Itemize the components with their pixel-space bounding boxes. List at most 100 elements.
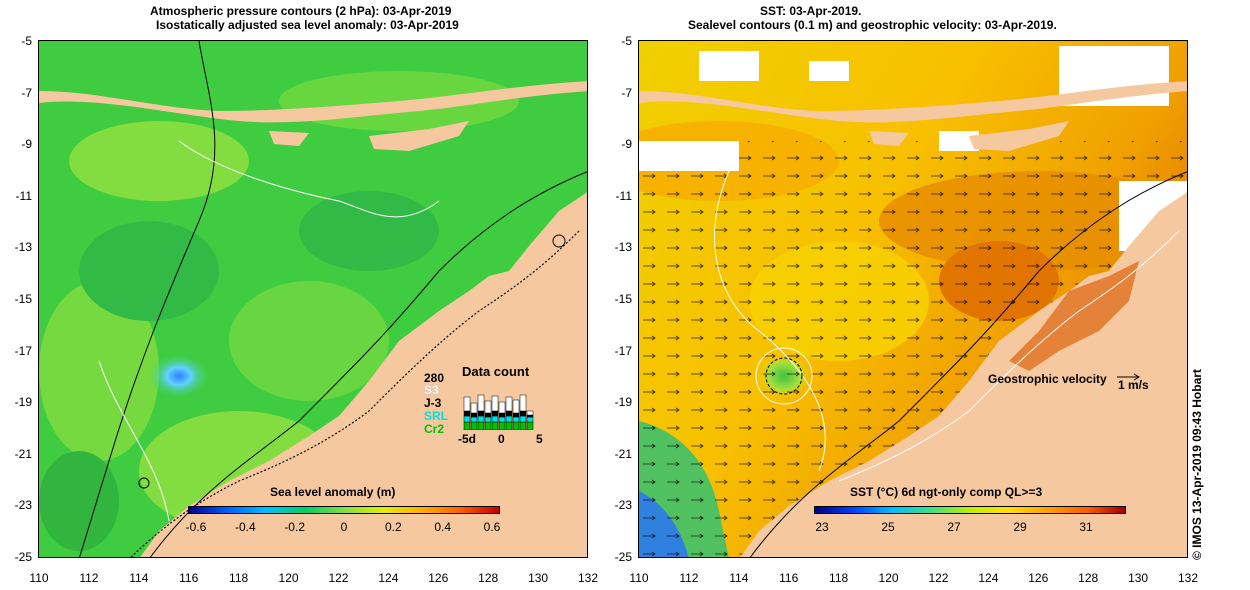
inset-bar-segment bbox=[498, 421, 506, 430]
colorbar-tick-label: -0.4 bbox=[234, 520, 256, 534]
inset-bar-segment bbox=[491, 415, 499, 423]
inset-bar-segment bbox=[470, 412, 478, 418]
x-tick-label: 122 bbox=[328, 571, 349, 585]
inset-bar-segment bbox=[484, 421, 492, 430]
australia-land bbox=[140, 192, 587, 557]
right-colorbar-title: SST (°C) 6d ngt-only comp QL>=3 bbox=[850, 485, 1043, 499]
y-tick-label: -21 bbox=[614, 446, 632, 461]
inset-xtick-end: 5 bbox=[536, 432, 543, 446]
x-tick-label: 128 bbox=[478, 571, 499, 585]
inset-count: 280 bbox=[424, 371, 445, 385]
x-tick-label: 110 bbox=[29, 571, 49, 585]
inset-mission-label: Cr2 bbox=[424, 422, 445, 436]
x-tick-label: 114 bbox=[729, 571, 749, 585]
colorbar-tick-label: 29 bbox=[1013, 520, 1027, 534]
left-title-line2: Isostatically adjusted sea level anomaly… bbox=[156, 18, 459, 32]
inset-xtick-mid: 0 bbox=[498, 432, 505, 446]
australia-land-right bbox=[740, 192, 1187, 557]
right-title-line2: Sealevel contours (0.1 m) and geostrophi… bbox=[688, 18, 1057, 32]
inset-bar-segment bbox=[519, 410, 527, 417]
y-tick-label: -15 bbox=[614, 292, 632, 306]
inset-bar-segment bbox=[519, 394, 527, 412]
inset-bar-segment bbox=[463, 396, 471, 412]
x-tick-label: 124 bbox=[978, 571, 999, 585]
inset-bar-segment bbox=[470, 416, 478, 423]
java-sumbawa-islands bbox=[39, 81, 587, 123]
inset-bar-segment bbox=[498, 401, 506, 414]
y-tick-label: -23 bbox=[14, 498, 32, 513]
y-tick-label: -19 bbox=[14, 395, 32, 410]
inset-bar-segment bbox=[484, 412, 492, 418]
y-tick-label: -17 bbox=[14, 343, 32, 358]
inset-mission-label: S3 bbox=[424, 383, 439, 397]
inset-xtick-start: -5d bbox=[458, 432, 476, 446]
inset-bar-segment bbox=[491, 395, 499, 412]
inset-bar-segment bbox=[484, 416, 492, 423]
inset-bar-segment bbox=[477, 421, 485, 430]
inset-bar-segment bbox=[477, 394, 485, 412]
x-tick-label: 120 bbox=[878, 571, 899, 585]
inset-bar-segment bbox=[505, 410, 513, 417]
x-tick-label: 126 bbox=[428, 571, 449, 585]
right-title-line1: SST: 03-Apr-2019. bbox=[760, 4, 862, 18]
imos-credit: © IMOS 13-Apr-2019 09:43 Hobart bbox=[1190, 369, 1204, 560]
inset-bar-segment bbox=[498, 416, 506, 423]
y-tick-label: -25 bbox=[614, 550, 632, 564]
y-tick-label: -21 bbox=[14, 446, 32, 461]
inset-bar-segment bbox=[477, 410, 485, 417]
colorbar-tick-label: 0.2 bbox=[384, 520, 402, 534]
y-tick-label: -19 bbox=[614, 395, 632, 410]
y-tick-label: -7 bbox=[621, 85, 632, 100]
inset-bar-segment bbox=[470, 402, 478, 414]
colorbar-tick-label: -0.2 bbox=[284, 520, 305, 534]
y-tick-label: -15 bbox=[14, 292, 32, 306]
inset-bar-segment bbox=[463, 415, 471, 423]
x-tick-label: 120 bbox=[278, 571, 299, 585]
y-tick-label: -23 bbox=[614, 498, 632, 513]
inset-mission-label: J-3 bbox=[424, 396, 442, 410]
x-tick-label: 118 bbox=[829, 571, 849, 585]
x-tick-label: 130 bbox=[1128, 571, 1149, 585]
x-tick-label: 126 bbox=[1028, 571, 1049, 585]
inset-bar-segment bbox=[519, 421, 527, 430]
inset-xticks: -5d 0 5 bbox=[458, 432, 548, 446]
colorbar-tick-label: 31 bbox=[1079, 520, 1093, 534]
inset-bar-segment bbox=[498, 412, 506, 418]
colorbar-tick-label: -0.6 bbox=[185, 520, 207, 534]
y-tick-label: -5 bbox=[21, 34, 32, 48]
x-tick-label: 118 bbox=[229, 571, 249, 585]
x-tick-label: 132 bbox=[577, 571, 599, 585]
right-colorbar bbox=[814, 506, 1126, 514]
inset-bar-segment bbox=[526, 410, 534, 416]
inset-title: Data count bbox=[462, 364, 530, 379]
inset-bar-segment bbox=[505, 415, 513, 423]
y-tick-label: -9 bbox=[21, 137, 32, 152]
velocity-legend-scale: 1 m/s bbox=[1118, 378, 1149, 392]
timor-island bbox=[369, 121, 469, 151]
sumba-island bbox=[269, 131, 309, 146]
colorbar-tick-label: 27 bbox=[947, 520, 961, 534]
x-tick-label: 112 bbox=[679, 571, 699, 585]
y-tick-label: -13 bbox=[614, 240, 632, 255]
inset-bar-segment bbox=[477, 415, 485, 423]
sea-level-anomaly-map bbox=[38, 40, 588, 558]
y-tick-label: -25 bbox=[14, 550, 32, 564]
inset-bar-segment bbox=[491, 421, 499, 430]
sst-velocity-map bbox=[638, 40, 1188, 558]
x-tick-label: 130 bbox=[528, 571, 549, 585]
inset-bar-segment bbox=[470, 421, 478, 430]
x-tick-label: 116 bbox=[779, 571, 799, 585]
inset-bar-segment bbox=[491, 410, 499, 417]
inset-bar-chart bbox=[463, 394, 534, 430]
left-colorbar bbox=[188, 506, 500, 514]
inset-bar-segment bbox=[526, 414, 534, 418]
velocity-legend-label: Geostrophic velocity bbox=[988, 372, 1107, 386]
x-tick-label: 114 bbox=[129, 571, 149, 585]
inset-bar-segment bbox=[512, 399, 520, 414]
inset-bar-segment bbox=[463, 410, 471, 417]
x-tick-label: 128 bbox=[1078, 571, 1099, 585]
inset-bar-segment bbox=[512, 416, 520, 423]
x-tick-label: 110 bbox=[629, 571, 649, 585]
left-colorbar-title: Sea level anomaly (m) bbox=[270, 485, 396, 499]
inset-bar-segment bbox=[505, 396, 513, 412]
